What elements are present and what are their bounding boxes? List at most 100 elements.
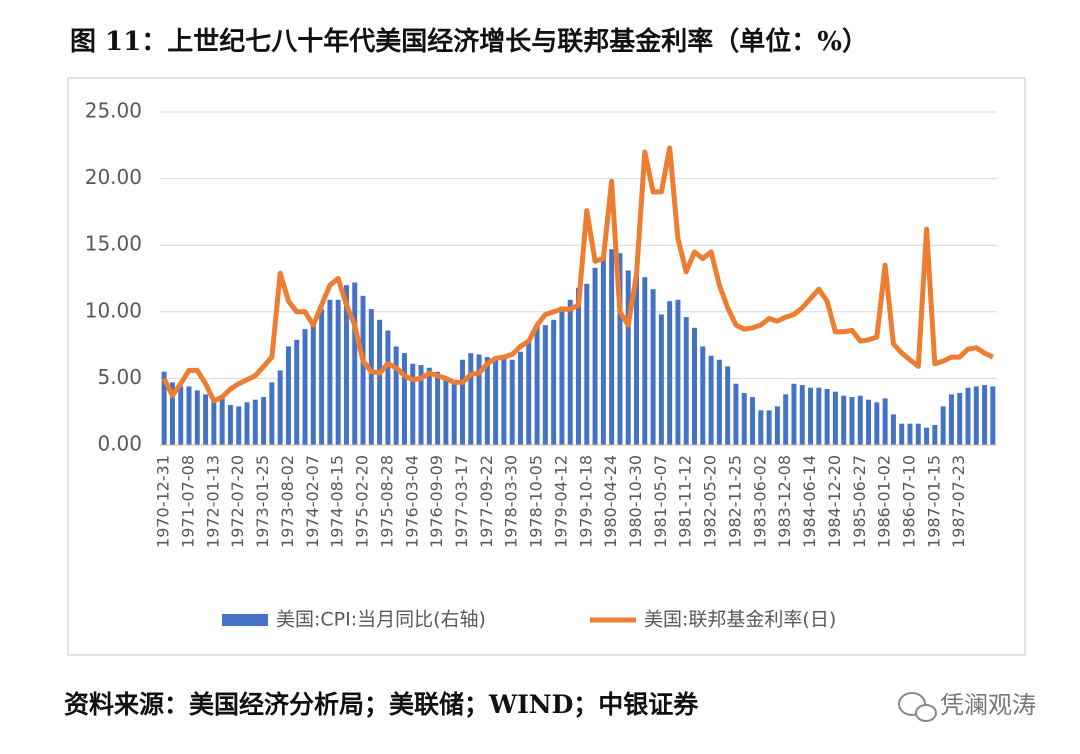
- bar: [857, 395, 863, 445]
- bar: [236, 406, 242, 445]
- x-tick-label: 1987-01-15: [924, 455, 943, 548]
- x-tick-label: 1983-12-08: [775, 455, 794, 548]
- bar: [642, 277, 648, 445]
- bar: [692, 327, 698, 445]
- x-tick-label: 1987-07-23: [949, 455, 968, 548]
- x-tick-label: 1971-07-08: [179, 455, 198, 548]
- bar: [609, 249, 615, 445]
- x-tick-label: 1973-08-02: [278, 455, 297, 548]
- x-tick-label: 1984-12-20: [825, 455, 844, 548]
- bar: [203, 394, 209, 445]
- x-tick-label: 1986-01-02: [875, 455, 894, 548]
- bar: [252, 399, 258, 445]
- x-tick-label: 1976-03-04: [402, 455, 421, 548]
- bar: [219, 398, 225, 445]
- bar: [576, 287, 581, 445]
- x-tick-label: 1979-10-18: [576, 455, 595, 548]
- x-tick-label: 1982-05-20: [701, 455, 720, 548]
- bar: [617, 253, 623, 445]
- bar: [269, 382, 275, 445]
- x-tick-label: 1975-08-28: [377, 455, 396, 548]
- bar: [161, 371, 167, 445]
- bar: [990, 386, 996, 445]
- bar: [774, 406, 780, 445]
- bar: [683, 317, 689, 445]
- bar: [169, 382, 175, 445]
- bar: [841, 395, 847, 445]
- x-tick-label: 1981-11-12: [676, 455, 695, 548]
- x-tick-label: 1974-08-15: [328, 455, 347, 548]
- bar: [509, 359, 515, 445]
- x-tick-label: 1978-10-05: [527, 455, 546, 548]
- bar: [766, 410, 772, 445]
- y-tick-label: 5.00: [97, 365, 142, 389]
- bar: [907, 423, 913, 445]
- bar: [526, 341, 532, 445]
- bar: [451, 379, 457, 445]
- bar: [957, 393, 963, 445]
- bar: [708, 355, 714, 445]
- bar: [874, 402, 880, 445]
- bar: [973, 386, 979, 445]
- x-tick-label: 1977-03-17: [452, 455, 471, 548]
- bar: [982, 385, 988, 445]
- bar: [211, 401, 217, 445]
- bar: [849, 397, 855, 445]
- bar: [634, 275, 639, 445]
- bar: [542, 325, 548, 445]
- bar: [866, 399, 872, 445]
- bar: [799, 385, 805, 445]
- bar: [227, 405, 233, 445]
- bar: [518, 351, 523, 445]
- bar: [675, 299, 681, 445]
- bar: [584, 283, 590, 445]
- bar: [551, 319, 557, 445]
- bar: [832, 391, 838, 445]
- bar: [882, 398, 888, 445]
- bar: [758, 410, 764, 445]
- x-tick-label: 1976-09-09: [427, 455, 446, 548]
- bar: [285, 346, 291, 445]
- bar: [426, 367, 432, 445]
- bar: [352, 282, 358, 445]
- x-tick-label: 1975-02-20: [353, 455, 372, 548]
- chart-frame: [67, 77, 1026, 656]
- bar: [493, 357, 499, 445]
- bar: [948, 394, 954, 445]
- source-note: 资料来源：美国经济分析局；美联储；WIND；中银证券: [64, 690, 699, 719]
- x-tick-label: 1977-09-22: [477, 455, 496, 548]
- bar: [567, 299, 573, 445]
- bar: [808, 387, 814, 445]
- bar: [890, 414, 896, 445]
- bar: [435, 371, 441, 445]
- bar: [393, 346, 399, 445]
- bar: [741, 393, 747, 445]
- x-tick-label: 1980-10-30: [626, 455, 645, 548]
- x-tick-label: 1982-11-25: [725, 455, 744, 548]
- bar: [783, 394, 789, 445]
- bar: [940, 406, 946, 445]
- bar: [310, 319, 316, 445]
- bar: [484, 357, 490, 445]
- bar: [700, 346, 706, 445]
- x-tick-label: 1983-06-02: [750, 455, 769, 548]
- bar: [915, 423, 921, 445]
- bar: [277, 370, 283, 445]
- bar: [501, 357, 507, 445]
- x-tick-label: 1980-04-24: [601, 455, 620, 548]
- bar: [385, 330, 391, 445]
- bar: [733, 383, 739, 445]
- bar: [592, 267, 598, 445]
- x-tick-label: 1972-07-20: [228, 455, 247, 548]
- x-tick-label: 1973-01-25: [253, 455, 272, 548]
- bar: [924, 427, 930, 445]
- chart-title: 图 11：上世纪七八十年代美国经济增长与联邦基金利率（单位：%）: [70, 26, 868, 57]
- x-tick-label: 1974-02-07: [303, 455, 322, 548]
- bar: [401, 353, 407, 445]
- bar: [186, 386, 192, 445]
- y-tick-label: 20.00: [85, 165, 142, 189]
- y-tick-label: 25.00: [85, 99, 142, 123]
- bar: [965, 387, 971, 445]
- watermark-icon: [898, 692, 937, 722]
